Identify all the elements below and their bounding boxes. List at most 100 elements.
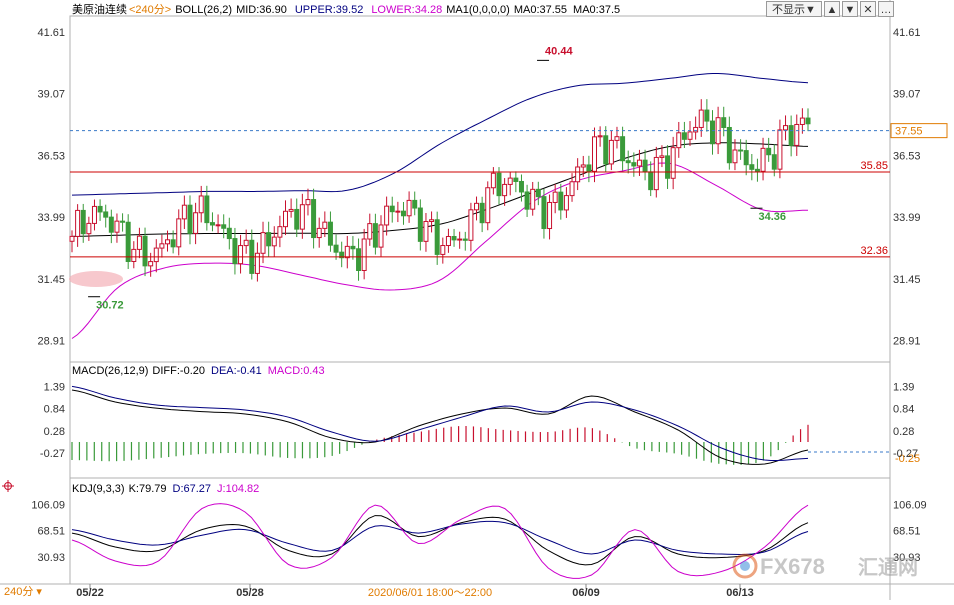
period-button[interactable]: 240分 ▾: [0, 584, 48, 600]
dea-label: DEA:-0.41: [211, 365, 262, 377]
candle-body: [760, 147, 766, 172]
candle-body: [659, 155, 665, 158]
candle-body: [457, 238, 463, 241]
up-arrow-button[interactable]: ▲: [824, 1, 840, 17]
candle-body: [485, 187, 491, 224]
macd-value-label: MACD:0.43: [268, 365, 325, 377]
close-indicator-button[interactable]: ✕: [860, 1, 876, 17]
candle-body: [226, 227, 232, 240]
candle-body: [327, 221, 333, 246]
header-line: 美原油连续 <240分> BOLL(26,2) MID:36.90 UPPER:39.5…: [72, 2, 620, 16]
candle-body: [238, 245, 244, 265]
candle-body: [524, 191, 530, 210]
kdj-header: KDJ(9,3,3) K:79.79 D:67.27 J:104.82: [72, 483, 259, 495]
main-overlay: 35.85 32.36 37.55 40.44 34.36 30.72: [69, 45, 948, 312]
macd-plot: -0.25: [71, 385, 920, 465]
low-highlight: [69, 270, 123, 287]
candle-body: [322, 221, 328, 229]
candle-body: [136, 235, 142, 250]
candle-body: [299, 204, 305, 230]
watermark: FX678 汇通网: [732, 553, 918, 579]
candle-body: [288, 208, 294, 212]
candle-body: [80, 209, 86, 235]
candle-body: [103, 211, 109, 218]
crosshair-icon[interactable]: [2, 480, 14, 492]
x-tick-label-3: 06/13: [726, 587, 754, 599]
candle-body: [799, 117, 805, 125]
macd-params: MACD(26,12,9): [72, 365, 148, 377]
chevron-down-icon: ▾: [33, 586, 42, 598]
d-label: D:67.27: [173, 483, 212, 495]
candle-body: [687, 131, 693, 140]
options-button[interactable]: …: [878, 1, 894, 17]
lower-label: LOWER:34.28: [371, 4, 442, 16]
annotation-label-0: 40.44: [545, 45, 573, 57]
candle-body: [271, 236, 277, 247]
main-y-tick-right-4: 31.45: [893, 274, 921, 286]
kdj-y-tick-right-2: 30.93: [893, 552, 921, 564]
candle-body: [507, 177, 513, 185]
candle-body: [749, 164, 755, 170]
annotation-label-1: 34.36: [758, 211, 786, 223]
kdj-y-tick-right-0: 106.09: [893, 499, 927, 511]
ma0b-label: MA0:37.5: [573, 4, 620, 16]
candle-body: [586, 164, 592, 172]
candle-body: [648, 171, 654, 191]
axis-ticks: 41.61 41.61 39.07 39.07 36.53 36.53 33.99 33.99…: [31, 27, 926, 599]
candle-body: [417, 207, 423, 242]
candle-body: [406, 199, 412, 217]
candle-body: [518, 180, 524, 193]
macd-y-tick-left-2: 0.28: [44, 426, 65, 438]
macd-y-tick-left-1: 0.84: [44, 403, 65, 415]
candle-body: [215, 224, 221, 227]
candle-body: [221, 224, 227, 229]
candle-body: [266, 232, 272, 247]
period-button-label: 240分: [4, 586, 34, 598]
candle-body: [569, 181, 575, 197]
candle-body: [282, 210, 288, 228]
candle-body: [131, 248, 137, 262]
kdj-y-tick-left-2: 30.93: [37, 552, 65, 564]
candle-body: [642, 159, 648, 173]
candle-body: [502, 183, 508, 197]
candle-body: [176, 218, 182, 248]
main-y-tick-left-0: 41.61: [37, 27, 65, 39]
candle-body: [547, 201, 553, 230]
candle-body: [339, 251, 345, 259]
candle-body: [429, 219, 435, 222]
macd-y-tick-right-3: -0.27: [893, 448, 918, 460]
candle-body: [490, 172, 496, 189]
main-y-tick-right-1: 39.07: [893, 89, 921, 101]
candle-body: [423, 220, 429, 242]
period-label: <240分>: [129, 3, 171, 16]
macd-current-label: -0.25: [895, 453, 920, 465]
candle-body: [513, 177, 519, 182]
candle-body: [170, 239, 176, 248]
macd-y-tick-left-0: 1.39: [44, 381, 65, 393]
candle-body: [535, 188, 541, 198]
current-price-label: 37.55: [895, 126, 923, 138]
down-arrow-button[interactable]: ▼: [842, 1, 858, 17]
candle-body: [479, 202, 485, 224]
candle-body: [395, 210, 401, 213]
candle-body: [361, 238, 367, 271]
candle-body: [294, 208, 300, 230]
candle-body: [496, 172, 502, 197]
candle-body: [530, 188, 536, 210]
main-y-tick-right-3: 33.99: [893, 212, 921, 224]
candle-body: [440, 245, 446, 255]
candle-body: [474, 202, 480, 211]
kdj-d-line: [71, 520, 809, 556]
candle-body: [732, 149, 738, 164]
hide-indicator-button[interactable]: 不显示▼: [766, 1, 822, 17]
candle-body: [260, 232, 266, 254]
main-y-tick-left-3: 33.99: [37, 212, 65, 224]
candle-body: [75, 209, 81, 237]
candle-body: [434, 219, 440, 255]
x-tick-label-0: 05/22: [76, 587, 104, 599]
candle-body: [198, 195, 204, 214]
candle-body: [704, 109, 710, 122]
main-y-tick-right-5: 28.91: [893, 336, 921, 348]
candle-body: [344, 245, 350, 259]
